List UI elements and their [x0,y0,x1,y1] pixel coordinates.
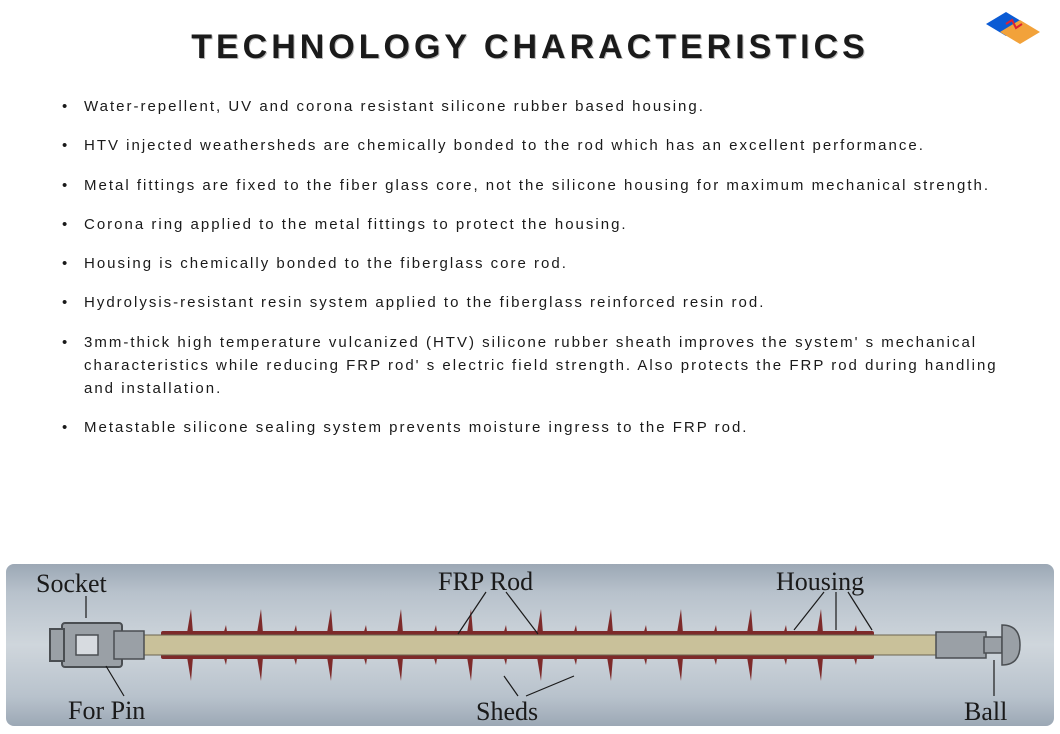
bullet-item: Metastable silicone sealing system preve… [60,416,1000,439]
characteristics-list: Water-repellent, UV and corona resistant… [0,67,1060,440]
bullet-item: HTV injected weathersheds are chemically… [60,134,1000,157]
brand-logo [976,6,1046,55]
svg-text:For Pin: For Pin [68,696,145,725]
insulator-diagram: Socket For Pin FRP Rod Sheds Housing Ball [6,564,1054,726]
page-title: TECHNOLOGY CHARACTERISTICS [0,0,1060,67]
bullet-item: Corona ring applied to the metal fitting… [60,213,1000,236]
bullet-item: 3mm-thick high temperature vulcanized (H… [60,331,1000,401]
svg-text:Ball: Ball [964,697,1007,726]
bullet-item: Hydrolysis-resistant resin system applie… [60,291,1000,314]
bullet-item: Water-repellent, UV and corona resistant… [60,95,1000,118]
bullet-item: Housing is chemically bonded to the fibe… [60,252,1000,275]
svg-text:Socket: Socket [36,569,108,598]
bullet-item: Metal fittings are fixed to the fiber gl… [60,174,1000,197]
svg-text:FRP Rod: FRP Rod [438,567,533,596]
svg-text:Housing: Housing [776,567,864,596]
svg-text:Sheds: Sheds [476,697,538,726]
